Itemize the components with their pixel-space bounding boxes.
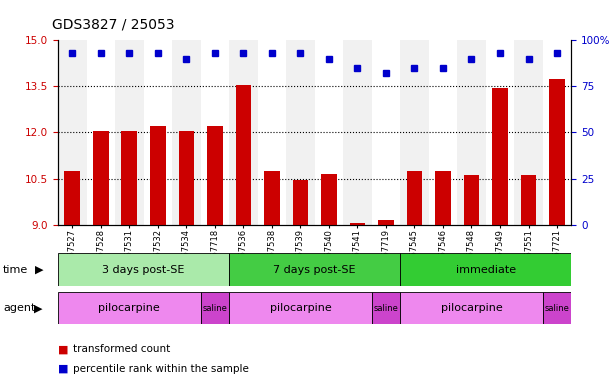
Text: saline: saline [373,304,398,313]
Bar [371,40,400,225]
Text: agent: agent [3,303,35,313]
Bar [65,171,80,225]
Bar [371,292,400,324]
Bar [122,131,137,225]
Bar [229,292,371,324]
Bar [178,131,194,225]
Bar [236,85,251,225]
Bar [492,88,508,225]
Text: pilocarpine: pilocarpine [98,303,160,313]
Bar [144,40,172,225]
Text: ▶: ▶ [34,303,42,313]
Bar [543,292,571,324]
Bar [150,126,166,225]
Text: saline: saline [544,304,569,313]
Text: 7 days post-SE: 7 days post-SE [273,265,356,275]
Text: saline: saline [202,304,227,313]
Bar [264,171,280,225]
Bar [549,79,565,225]
Text: immediate: immediate [456,265,516,275]
Bar [407,171,422,225]
Bar [435,171,451,225]
Bar [286,40,315,225]
Bar [400,253,571,286]
Bar [400,40,429,225]
Bar [87,40,115,225]
Bar [293,180,309,225]
Bar [400,292,543,324]
Bar [514,40,543,225]
Bar [429,40,457,225]
Text: time: time [3,265,28,275]
Bar [229,253,400,286]
Bar [93,131,109,225]
Bar [58,292,200,324]
Bar [58,253,229,286]
Text: transformed count: transformed count [73,344,170,354]
Text: ▶: ▶ [35,265,44,275]
Bar [464,175,480,225]
Bar [543,40,571,225]
Bar [229,40,258,225]
Bar [457,40,486,225]
Bar [200,40,229,225]
Bar [343,40,371,225]
Bar [207,126,223,225]
Text: pilocarpine: pilocarpine [269,303,331,313]
Text: GDS3827 / 25053: GDS3827 / 25053 [52,17,174,31]
Bar [258,40,286,225]
Bar [486,40,514,225]
Bar [115,40,144,225]
Text: ■: ■ [58,344,72,354]
Text: pilocarpine: pilocarpine [441,303,502,313]
Text: percentile rank within the sample: percentile rank within the sample [73,364,249,374]
Bar [321,174,337,225]
Bar [378,220,394,225]
Bar [349,223,365,225]
Bar [200,292,229,324]
Text: 3 days post-SE: 3 days post-SE [103,265,185,275]
Bar [521,175,536,225]
Text: ■: ■ [58,364,72,374]
Bar [315,40,343,225]
Bar [172,40,200,225]
Bar [58,40,87,225]
